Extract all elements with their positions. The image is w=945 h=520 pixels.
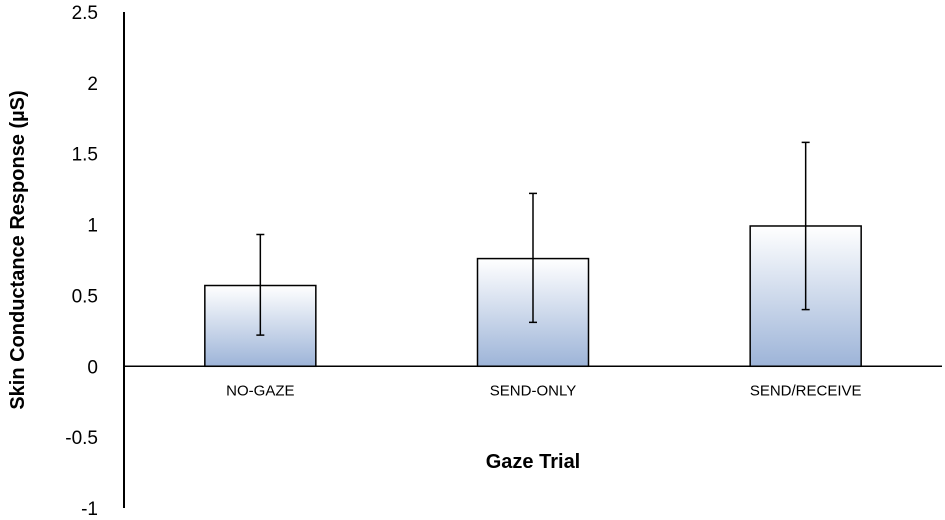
y-tick-label: 1 bbox=[87, 216, 98, 237]
y-tick-label: -0.5 bbox=[65, 428, 98, 449]
y-axis-title: Skin Conductance Response (µS) bbox=[7, 90, 29, 409]
x-tick-label: NO-GAZE bbox=[226, 382, 294, 399]
error-bars-group bbox=[256, 141, 810, 336]
y-tick-label: 2.5 bbox=[72, 3, 98, 24]
y-tick-label: 2 bbox=[87, 74, 98, 95]
x-axis-title: Gaze Trial bbox=[486, 451, 581, 473]
y-tick-label: 0.5 bbox=[72, 286, 98, 307]
y-axis-ticks: 2.5 2 1.5 1 0.5 0 -0.5 -1 bbox=[65, 3, 98, 520]
y-tick-label: -1 bbox=[81, 499, 98, 520]
x-tick-label: SEND/RECEIVE bbox=[750, 382, 862, 399]
x-tick-label: SEND-ONLY bbox=[490, 382, 576, 399]
y-tick-label: 0 bbox=[87, 357, 98, 378]
y-tick-label: 1.5 bbox=[72, 145, 98, 166]
x-axis-category-labels: NO-GAZE SEND-ONLY SEND/RECEIVE bbox=[226, 382, 861, 399]
